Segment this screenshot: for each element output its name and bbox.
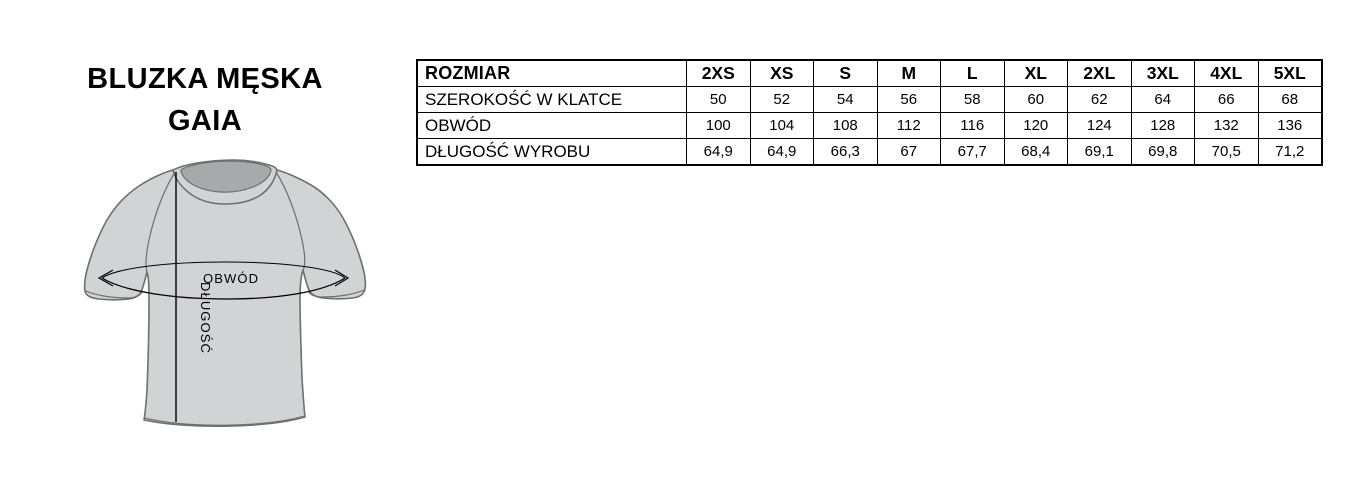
header-size-s: S bbox=[813, 60, 878, 87]
header-size-l: L bbox=[940, 60, 1005, 87]
tshirt-left-sleeve-hem bbox=[85, 290, 143, 299]
table-row: SZEROKOŚĆ W KLATCE 50 52 54 56 58 60 62 … bbox=[417, 86, 1322, 113]
size-table-body: SZEROKOŚĆ W KLATCE 50 52 54 56 58 60 62 … bbox=[417, 86, 1322, 165]
tshirt-illustration bbox=[83, 159, 367, 428]
cell-garment-length-s: 66,3 bbox=[813, 138, 878, 165]
cell-circumference-xl: 120 bbox=[1003, 112, 1068, 139]
row-label-garment-length: DŁUGOŚĆ WYROBU bbox=[417, 138, 687, 165]
cell-chest-width-3xl: 64 bbox=[1130, 86, 1195, 113]
measure-chest-arrow-left bbox=[97, 269, 114, 287]
header-size-2xs: 2XS bbox=[686, 60, 751, 87]
tshirt-left-shoulder-seam bbox=[145, 171, 176, 273]
cell-circumference-3xl: 128 bbox=[1130, 112, 1195, 139]
header-size-2xl: 2XL bbox=[1067, 60, 1132, 87]
table-header-row: ROZMIAR 2XS XS S M L XL 2XL 3XL 4XL 5XL bbox=[417, 60, 1322, 87]
cell-garment-length-2xs: 64,9 bbox=[686, 138, 751, 165]
cell-circumference-l: 116 bbox=[940, 112, 1005, 139]
page-title: BLUZKA MĘSKA GAIA bbox=[0, 58, 410, 142]
cell-chest-width-s: 54 bbox=[813, 86, 878, 113]
cell-chest-width-xs: 52 bbox=[749, 86, 814, 113]
cell-chest-width-xl: 60 bbox=[1003, 86, 1068, 113]
cell-circumference-xs: 104 bbox=[749, 112, 814, 139]
cell-circumference-4xl: 132 bbox=[1194, 112, 1259, 139]
product-title-line-2: GAIA bbox=[167, 105, 243, 137]
header-size-xl: XL bbox=[1003, 60, 1068, 87]
header-size-3xl: 3XL bbox=[1130, 60, 1195, 87]
header-size-5xl: 5XL bbox=[1257, 60, 1322, 87]
cell-circumference-5xl: 136 bbox=[1257, 112, 1322, 139]
cell-chest-width-l: 58 bbox=[940, 86, 1005, 113]
cell-circumference-s: 108 bbox=[813, 112, 878, 139]
cell-garment-length-5xl: 71,2 bbox=[1257, 138, 1322, 165]
cell-garment-length-xs: 64,9 bbox=[749, 138, 814, 165]
measure-chest-label: OBWÓD bbox=[203, 271, 259, 286]
header-label-rozmiar: ROZMIAR bbox=[417, 60, 687, 87]
garment-diagram: OBWÓD DŁUGOŚĆ bbox=[55, 150, 395, 450]
cell-garment-length-4xl: 70,5 bbox=[1194, 138, 1259, 165]
row-label-chest-width: SZEROKOŚĆ W KLATCE bbox=[417, 86, 687, 113]
size-table-header: ROZMIAR 2XS XS S M L XL 2XL 3XL 4XL 5XL bbox=[417, 60, 1322, 87]
cell-chest-width-2xl: 62 bbox=[1067, 86, 1132, 113]
cell-chest-width-5xl: 68 bbox=[1257, 86, 1322, 113]
cell-garment-length-3xl: 69,8 bbox=[1130, 138, 1195, 165]
measure-chest-arc-back bbox=[101, 261, 346, 279]
header-size-4xl: 4XL bbox=[1194, 60, 1259, 87]
tshirt-bottom-hem bbox=[143, 415, 306, 426]
size-chart-container: ROZMIAR 2XS XS S M L XL 2XL 3XL 4XL 5XL … bbox=[416, 59, 1323, 166]
tshirt-collar-inner bbox=[180, 160, 272, 193]
product-panel: BLUZKA MĘSKA GAIA bbox=[0, 0, 410, 502]
cell-chest-width-2xs: 50 bbox=[686, 86, 751, 113]
tshirt-body-path bbox=[83, 169, 367, 428]
size-chart-table: ROZMIAR 2XS XS S M L XL 2XL 3XL 4XL 5XL … bbox=[416, 59, 1323, 166]
measure-chest-group: OBWÓD bbox=[97, 261, 350, 300]
table-row: OBWÓD 100 104 108 112 116 120 124 128 13… bbox=[417, 112, 1322, 139]
cell-chest-width-4xl: 66 bbox=[1194, 86, 1259, 113]
cell-circumference-m: 112 bbox=[876, 112, 941, 139]
cell-circumference-2xl: 124 bbox=[1067, 112, 1132, 139]
cell-garment-length-m: 67 bbox=[876, 138, 941, 165]
cell-circumference-2xs: 100 bbox=[686, 112, 751, 139]
measure-length-label: DŁUGOŚĆ bbox=[198, 282, 213, 354]
tshirt-right-shoulder-seam bbox=[275, 171, 306, 271]
measure-chest-arc bbox=[101, 277, 346, 300]
measure-length-group: DŁUGOŚĆ bbox=[175, 172, 213, 422]
cell-garment-length-l: 67,7 bbox=[940, 138, 1005, 165]
header-size-m: M bbox=[876, 60, 941, 87]
measure-chest-arrow-right bbox=[334, 269, 350, 287]
cell-chest-width-m: 56 bbox=[876, 86, 941, 113]
table-row: DŁUGOŚĆ WYROBU 64,9 64,9 66,3 67 67,7 68… bbox=[417, 138, 1322, 165]
product-title-line-1: BLUZKA MĘSKA bbox=[87, 63, 323, 95]
row-label-circumference: OBWÓD bbox=[417, 112, 687, 139]
cell-garment-length-2xl: 69,1 bbox=[1067, 138, 1132, 165]
tshirt-right-sleeve-hem bbox=[307, 289, 365, 298]
cell-garment-length-xl: 68,4 bbox=[1003, 138, 1068, 165]
header-size-xs: XS bbox=[749, 60, 814, 87]
